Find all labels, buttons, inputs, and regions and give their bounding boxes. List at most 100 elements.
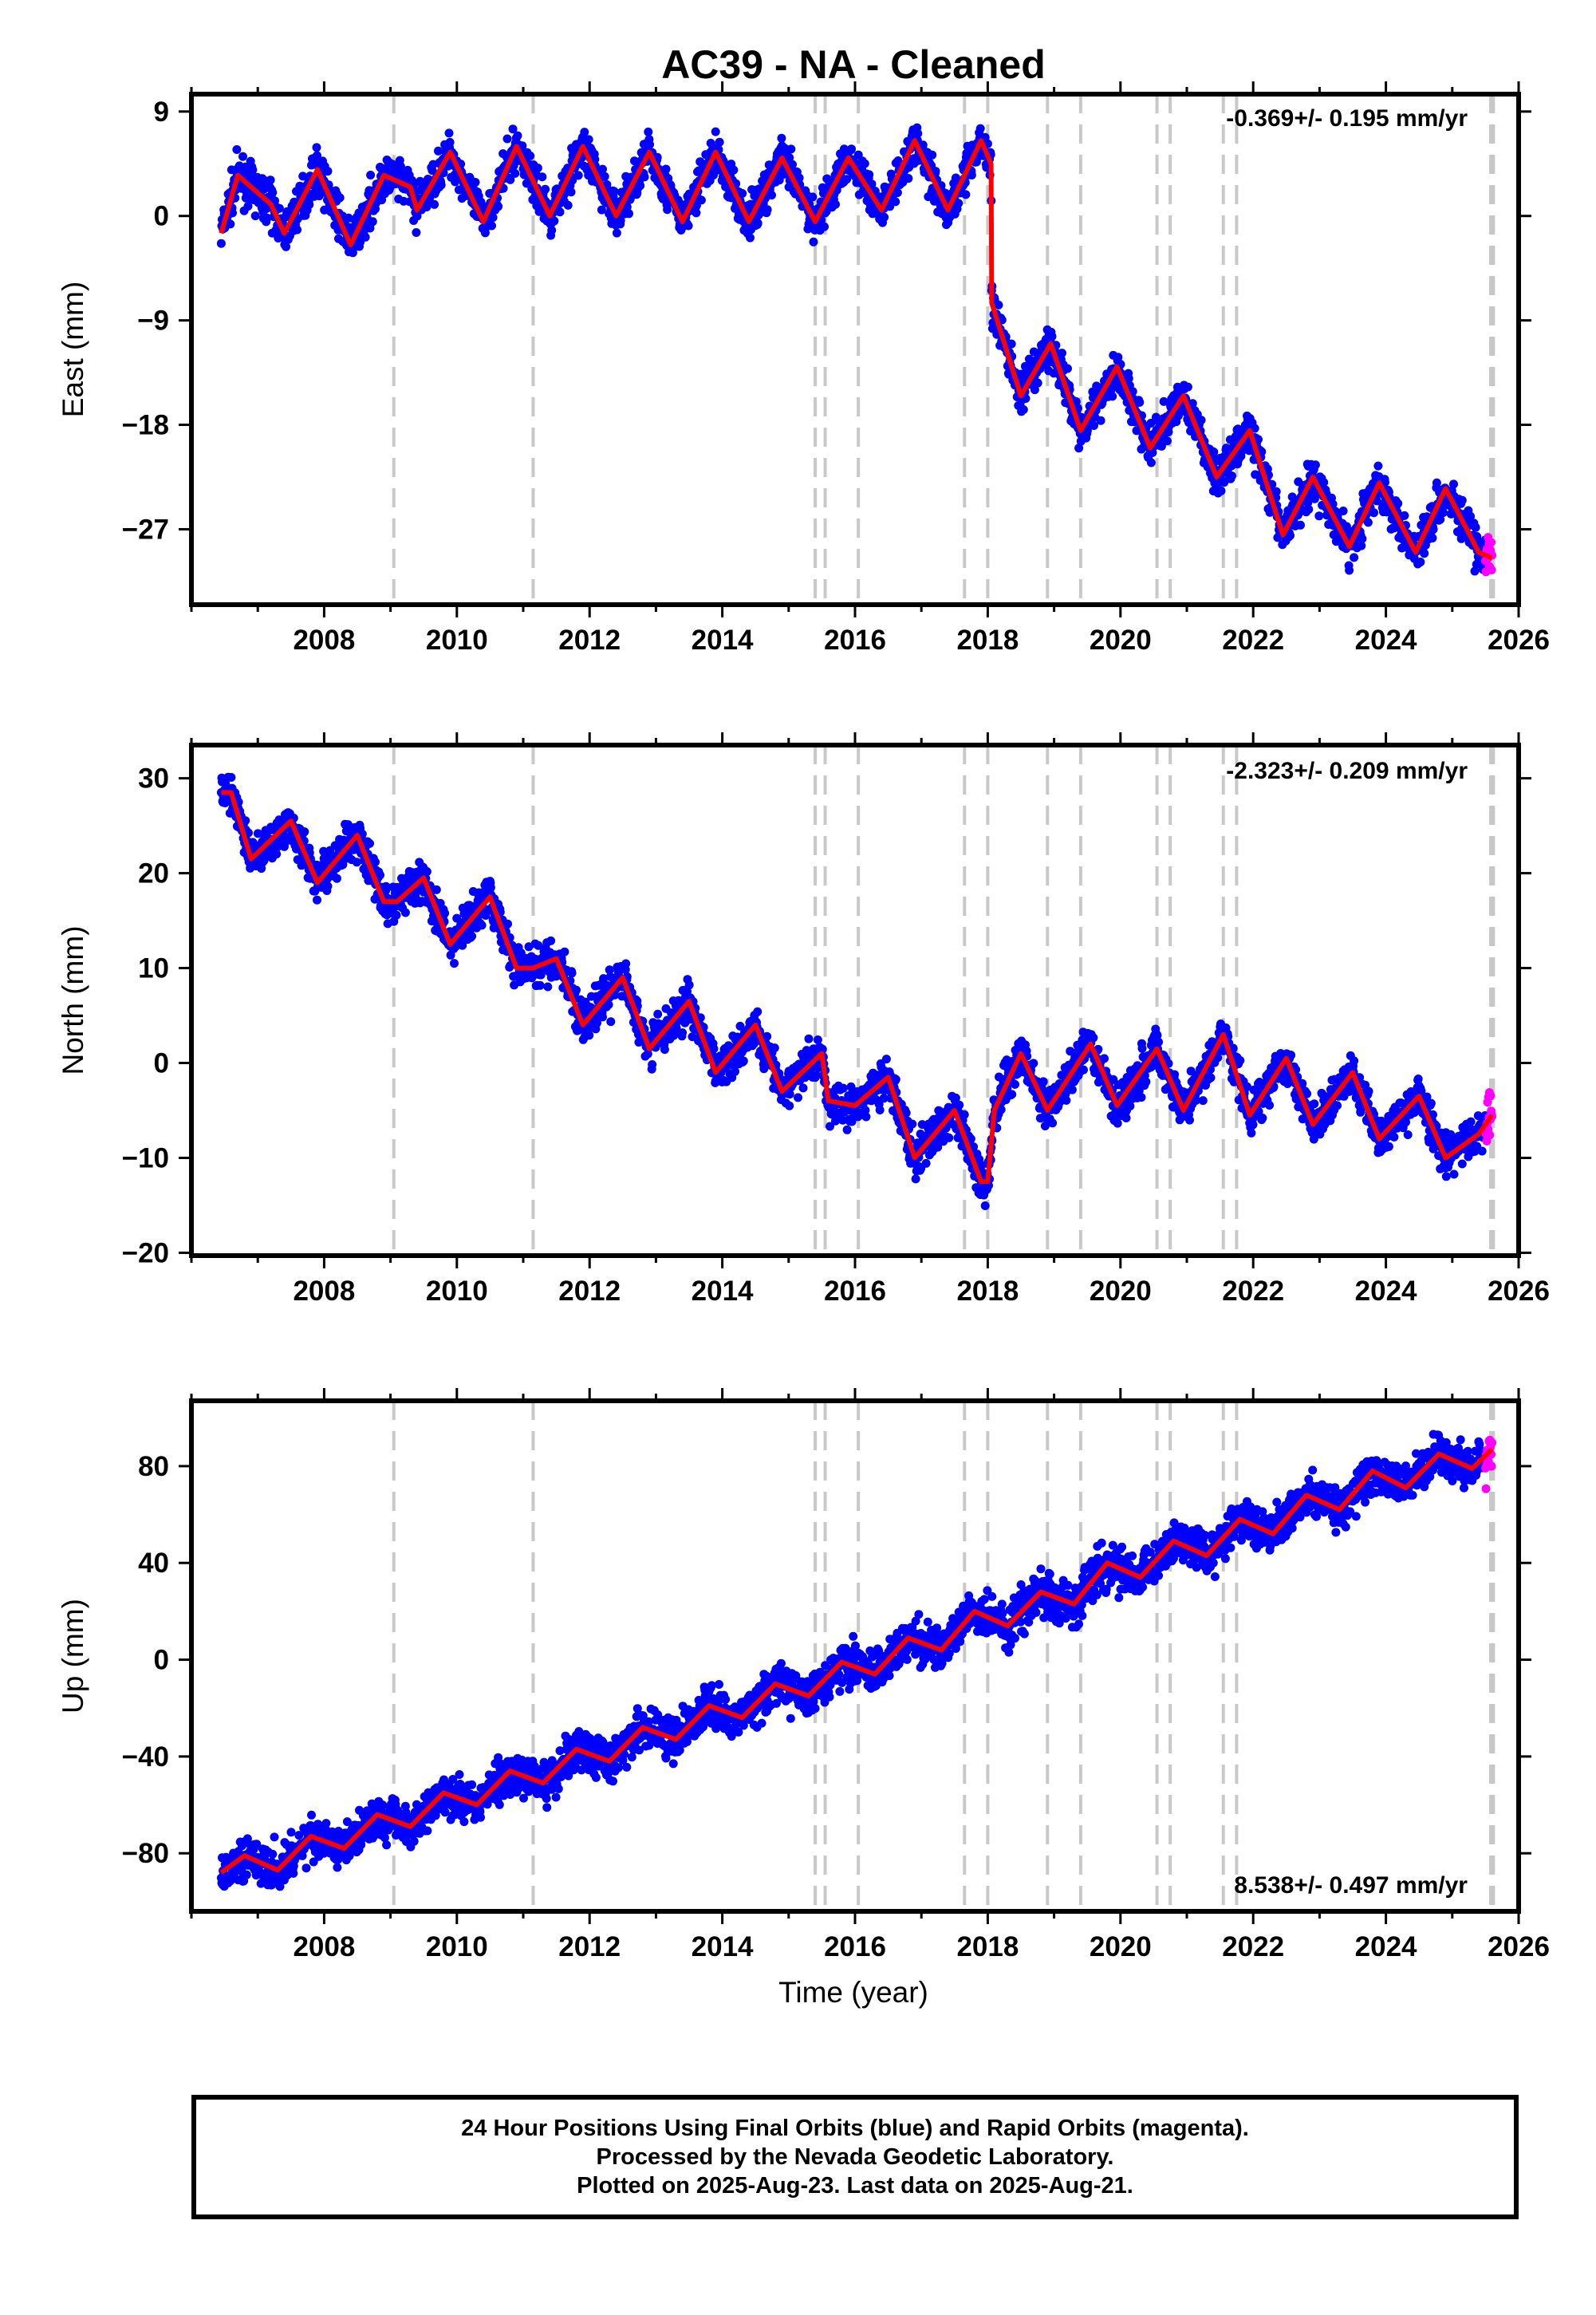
east-y-tick-label: −27 [122, 514, 169, 545]
east-final-point [293, 225, 302, 235]
east-final-point [1135, 397, 1145, 407]
east-final-point [502, 134, 512, 144]
east-final-point [226, 219, 235, 229]
east-final-point [1216, 486, 1226, 495]
north-final-point [371, 858, 380, 867]
north-final-point [875, 1106, 885, 1114]
east-final-point [580, 128, 589, 137]
north-final-point [911, 1174, 920, 1184]
east-final-point [1428, 534, 1437, 542]
east-final-point [584, 135, 593, 144]
east-final-point [1393, 499, 1403, 508]
east-final-point [518, 141, 527, 151]
north-final-point [450, 959, 459, 968]
east-final-point [904, 174, 913, 183]
north-final-point [606, 1017, 616, 1027]
east-final-point [913, 128, 923, 138]
east-final-point [612, 228, 621, 238]
east-final-point [368, 217, 377, 227]
north-final-point [543, 982, 553, 992]
north-final-point [560, 947, 569, 956]
east-final-point [1350, 553, 1359, 562]
north-final-point [684, 980, 694, 990]
east-final-point [232, 145, 242, 154]
east-x-tick-label: 2024 [1355, 625, 1417, 656]
east-final-point [820, 222, 829, 231]
east-final-point [696, 195, 706, 205]
east-final-point [250, 211, 260, 221]
east-rapid-point [1487, 566, 1496, 574]
north-final-point [798, 1083, 808, 1093]
north-final-point [392, 910, 401, 920]
east-final-point [961, 190, 971, 199]
east-final-point [954, 199, 964, 208]
east-final-point [547, 226, 557, 235]
east-final-point [1363, 518, 1373, 527]
east-final-point [1146, 458, 1156, 467]
north-panel: 2008 2010 2012 2014 2016 2018 2020 2022 2024 2026… [57, 732, 1550, 1307]
east-final-point [636, 181, 645, 191]
east-final-point [444, 128, 454, 138]
east-final-point [597, 205, 606, 215]
east-final-point [1019, 405, 1028, 414]
east-axis-label: East (mm) [57, 282, 89, 418]
east-final-point [488, 213, 498, 223]
north-final-point [908, 1119, 917, 1129]
east-final-point [335, 193, 345, 203]
east-final-point [312, 143, 321, 152]
east-final-point [508, 124, 518, 134]
east-final-point [1310, 460, 1320, 470]
north-final-point [332, 874, 341, 883]
east-final-point [1314, 511, 1324, 521]
east-final-point [715, 137, 724, 147]
north-final-point [731, 1067, 739, 1076]
east-final-point [1033, 378, 1042, 388]
east-final-point [487, 221, 496, 231]
east-final-point [538, 172, 547, 182]
north-final-point [1029, 1059, 1038, 1068]
east-final-point [609, 187, 619, 196]
east-final-point [1373, 461, 1383, 471]
east-final-point [566, 187, 576, 197]
east-final-point [266, 175, 275, 185]
east-final-point [510, 168, 520, 178]
east-final-point [555, 207, 565, 217]
east-x-tick-label: 2010 [426, 625, 488, 656]
east-y-tick-label: 9 [154, 97, 169, 128]
north-final-point [1038, 1077, 1048, 1087]
east-final-point [434, 146, 443, 156]
north-final-point [678, 1028, 688, 1038]
east-final-point [1338, 507, 1348, 515]
east-rate-label: -0.369+/- 0.195 mm/yr [1226, 105, 1468, 132]
east-final-point [1400, 511, 1409, 520]
east-final-point [412, 228, 421, 237]
north-final-point [365, 838, 374, 848]
north-final-point [921, 1158, 931, 1168]
east-rapid-point [1487, 538, 1496, 547]
east-final-point [777, 133, 786, 143]
east-final-point [550, 216, 559, 226]
east-final-point [746, 233, 755, 243]
east-final-point [274, 203, 284, 213]
east-final-point [1058, 349, 1066, 358]
east-final-point [644, 127, 653, 136]
north-final-point [770, 1043, 779, 1053]
east-final-point [563, 200, 573, 210]
east-y-tick-label: −9 [137, 306, 169, 337]
east-final-point [1271, 487, 1281, 496]
east-final-point [282, 242, 291, 251]
east-final-point [1358, 534, 1367, 543]
east-final-point [323, 167, 333, 176]
east-final-point [533, 164, 542, 173]
north-final-point [944, 1133, 954, 1142]
east-final-point [513, 131, 522, 140]
north-final-point [567, 968, 577, 978]
north-final-point [1048, 1118, 1058, 1128]
east-final-point [216, 239, 226, 248]
east-final-point [1420, 549, 1429, 558]
east-x-tick-label: 2018 [956, 625, 1019, 656]
east-x-tick-label: 2016 [824, 625, 886, 656]
east-final-point [729, 165, 739, 175]
east-final-point [893, 188, 902, 197]
